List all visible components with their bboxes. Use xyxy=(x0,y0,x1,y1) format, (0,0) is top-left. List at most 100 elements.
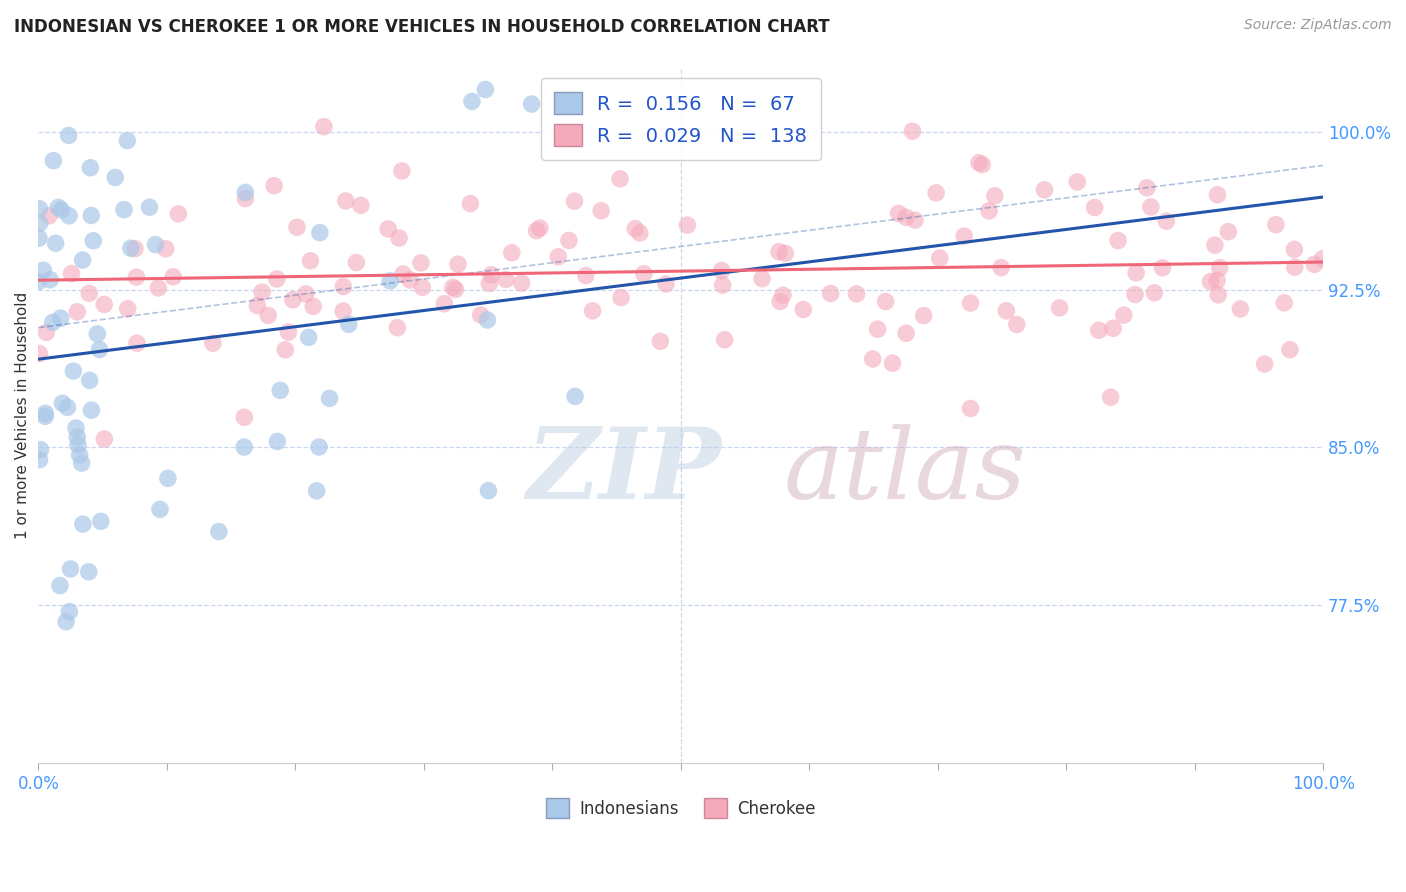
Point xyxy=(28,216,51,230)
Point xyxy=(772,288,794,302)
Point xyxy=(62,364,84,378)
Point xyxy=(959,401,981,416)
Point xyxy=(977,203,1000,218)
Point xyxy=(564,194,586,209)
Point xyxy=(1033,183,1056,197)
Point xyxy=(967,155,990,169)
Point xyxy=(49,311,72,326)
Point xyxy=(792,302,814,317)
Point xyxy=(972,158,994,172)
Point xyxy=(32,263,55,277)
Point xyxy=(125,270,148,285)
Point xyxy=(1140,200,1163,214)
Point xyxy=(564,389,586,403)
Point xyxy=(768,244,790,259)
Point xyxy=(266,434,288,449)
Point xyxy=(526,224,548,238)
Point xyxy=(1206,187,1229,202)
Point xyxy=(558,234,581,248)
Text: atlas: atlas xyxy=(783,424,1026,519)
Point xyxy=(633,267,655,281)
Point xyxy=(904,213,927,227)
Point xyxy=(479,268,502,282)
Point xyxy=(1099,390,1122,404)
Point xyxy=(138,200,160,214)
Point xyxy=(120,241,142,255)
Point xyxy=(208,524,231,539)
Point xyxy=(875,294,897,309)
Point xyxy=(235,192,257,206)
Point xyxy=(167,207,190,221)
Point xyxy=(55,615,77,629)
Point xyxy=(65,421,87,435)
Point xyxy=(1156,214,1178,228)
Point xyxy=(274,343,297,357)
Point xyxy=(28,202,51,216)
Point xyxy=(1206,273,1229,287)
Point xyxy=(399,273,422,287)
Text: Source: ZipAtlas.com: Source: ZipAtlas.com xyxy=(1244,18,1392,32)
Point xyxy=(912,309,935,323)
Point xyxy=(388,231,411,245)
Point xyxy=(350,198,373,212)
Point xyxy=(953,229,976,244)
Point xyxy=(477,313,499,327)
Point xyxy=(112,202,135,217)
Point xyxy=(377,222,399,236)
Point xyxy=(474,82,496,96)
Point xyxy=(79,373,101,387)
Point xyxy=(624,221,647,235)
Point xyxy=(277,325,299,339)
Point xyxy=(845,287,868,301)
Point xyxy=(104,170,127,185)
Point xyxy=(862,351,884,366)
Point xyxy=(266,272,288,286)
Point xyxy=(676,218,699,232)
Point xyxy=(1284,260,1306,275)
Point xyxy=(60,267,83,281)
Point xyxy=(93,297,115,311)
Point xyxy=(46,200,69,214)
Point xyxy=(117,301,139,316)
Point xyxy=(433,296,456,310)
Point xyxy=(882,356,904,370)
Point xyxy=(411,280,433,294)
Point xyxy=(1005,318,1028,332)
Point xyxy=(294,286,316,301)
Point xyxy=(751,271,773,285)
Point xyxy=(86,326,108,341)
Point xyxy=(610,291,633,305)
Point xyxy=(477,483,499,498)
Point xyxy=(1125,266,1147,280)
Point xyxy=(1136,180,1159,194)
Point xyxy=(441,280,464,294)
Point xyxy=(35,326,58,340)
Point xyxy=(117,134,139,148)
Point xyxy=(269,384,291,398)
Point xyxy=(297,330,319,344)
Point xyxy=(392,267,415,281)
Point xyxy=(387,320,409,334)
Point xyxy=(125,336,148,351)
Point xyxy=(1152,260,1174,275)
Point xyxy=(1123,287,1146,301)
Point xyxy=(45,236,67,251)
Point xyxy=(1143,285,1166,300)
Point xyxy=(80,403,103,417)
Point xyxy=(1204,238,1226,252)
Point xyxy=(51,396,73,410)
Point xyxy=(66,305,89,319)
Point xyxy=(894,326,917,341)
Point xyxy=(28,452,51,467)
Point xyxy=(1284,243,1306,257)
Point xyxy=(58,605,80,619)
Point xyxy=(332,279,354,293)
Point xyxy=(145,237,167,252)
Point xyxy=(478,277,501,291)
Point xyxy=(444,282,467,296)
Point xyxy=(67,438,90,452)
Point xyxy=(510,276,533,290)
Point xyxy=(59,562,82,576)
Point xyxy=(235,186,257,200)
Point xyxy=(308,440,330,454)
